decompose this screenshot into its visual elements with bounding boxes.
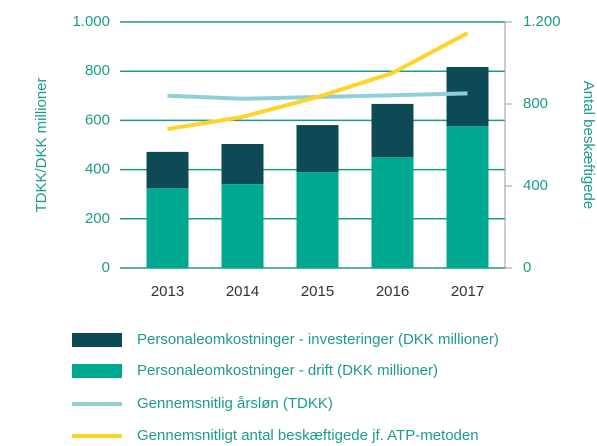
x-tick-label: 2015 (301, 283, 334, 300)
bar (371, 157, 414, 268)
line (167, 31, 469, 131)
y2ticks-label: 0 (523, 259, 531, 276)
legend-label: Gennemsnitlig årsløn (TDKK) (137, 395, 333, 412)
yticks-label: 200 (85, 210, 110, 227)
y2ticks-label: 400 (523, 177, 548, 194)
bar (221, 184, 264, 268)
x-tick-label: 2016 (376, 283, 409, 300)
y-axis-label: TDKK/DKK millioner (33, 77, 50, 212)
x-tick-label: 2014 (226, 283, 259, 300)
legend-swatch (72, 333, 122, 347)
bar (221, 144, 264, 185)
bar (371, 103, 414, 158)
legend-swatch (72, 364, 122, 378)
legend-label: Personaleomkostninger - drift (DKK milli… (137, 362, 438, 379)
y2-axis-label: Antal beskæftigede (580, 81, 597, 209)
bar (296, 172, 339, 268)
y2ticks-label: 1.200 (523, 13, 561, 30)
bar (446, 67, 489, 127)
yticks-label: 400 (85, 161, 110, 178)
legend-label: Personaleomkostninger - investeringer (D… (137, 331, 499, 348)
yticks-label: 1.000 (72, 13, 110, 30)
bar (296, 125, 339, 173)
legend-label: Gennemsnitligt antal beskæftigede jf. AT… (137, 427, 479, 444)
x-tick-label: 2017 (451, 283, 484, 300)
bar (446, 126, 489, 268)
yticks-label: 800 (85, 62, 110, 79)
y2ticks-label: 800 (523, 95, 548, 112)
bar (146, 188, 189, 268)
x-tick-label: 2013 (151, 283, 184, 300)
yticks-label: 0 (102, 259, 110, 276)
bar (146, 151, 189, 189)
yticks-label: 600 (85, 111, 110, 128)
